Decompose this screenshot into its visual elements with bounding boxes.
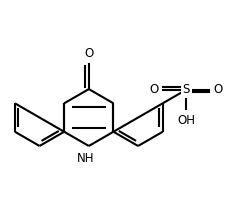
Text: O: O <box>84 47 93 60</box>
Text: S: S <box>182 83 189 96</box>
Text: O: O <box>213 83 222 96</box>
Text: NH: NH <box>76 152 94 165</box>
Text: OH: OH <box>176 114 194 127</box>
Text: O: O <box>149 83 158 96</box>
